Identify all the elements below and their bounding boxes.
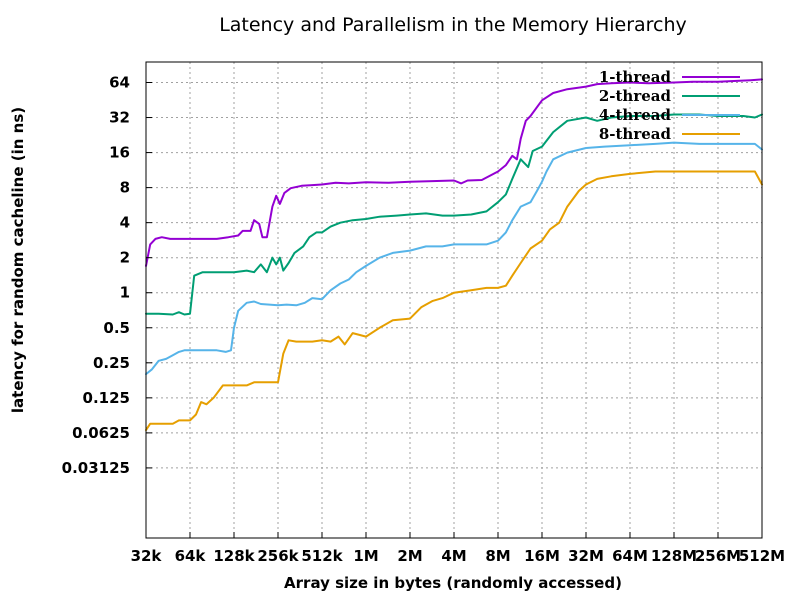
x-axis-label: Array size in bytes (randomly accessed): [284, 574, 622, 592]
y-tick-label: 64: [109, 73, 130, 91]
legend-label: 1-thread: [599, 68, 672, 86]
x-tick-label: 4M: [441, 547, 466, 565]
y-tick-label: 0.0625: [72, 424, 130, 442]
x-tick-label: 2M: [397, 547, 422, 565]
series-line-2-thread: [145, 113, 763, 316]
x-tick-label: 8M: [485, 547, 510, 565]
y-tick-label: 16: [109, 144, 130, 162]
x-tick-label: 256k: [257, 547, 299, 565]
y-tick-label: 32: [109, 109, 130, 127]
x-tick-label: 128k: [213, 547, 255, 565]
x-tick-label: 1M: [353, 547, 378, 565]
legend-label: 8-thread: [599, 125, 672, 143]
x-tick-label: 32k: [131, 547, 163, 565]
x-tick-label: 256M: [695, 547, 741, 565]
x-tick-label: 32M: [568, 547, 604, 565]
series-group: [145, 78, 763, 432]
ticks: 0.03125 0.0625 0.125 0.25 0.5 1 2 4 8 16 32 64 32k 64…: [62, 73, 785, 565]
y-axis-label: latency for random cacheline (in ns): [9, 107, 27, 413]
x-tick-label: 16M: [524, 547, 560, 565]
y-tick-label: 1: [120, 284, 130, 302]
x-tick-label: 64M: [612, 547, 648, 565]
legend-label: 2-thread: [599, 87, 672, 105]
x-tick-label: 64k: [175, 547, 207, 565]
chart-title: Latency and Parallelism in the Memory Hi…: [219, 14, 687, 36]
y-tick-label: 0.03125: [62, 459, 130, 477]
grid: [145, 62, 763, 538]
series-line-1-thread: [145, 78, 763, 267]
x-tick-label: 512M: [739, 547, 785, 565]
y-tick-label: 0.25: [93, 354, 130, 372]
x-tick-label: 512k: [301, 547, 343, 565]
y-tick-label: 4: [120, 214, 130, 232]
series-line-4-thread: [145, 141, 763, 376]
y-tick-label: 8: [120, 179, 130, 197]
y-tick-label: 0.125: [83, 389, 130, 407]
series-line-8-thread: [145, 170, 763, 432]
legend-label: 4-thread: [599, 106, 672, 124]
x-tick-label: 128M: [651, 547, 697, 565]
y-tick-label: 2: [120, 249, 130, 267]
y-tick-label: 0.5: [103, 319, 130, 337]
